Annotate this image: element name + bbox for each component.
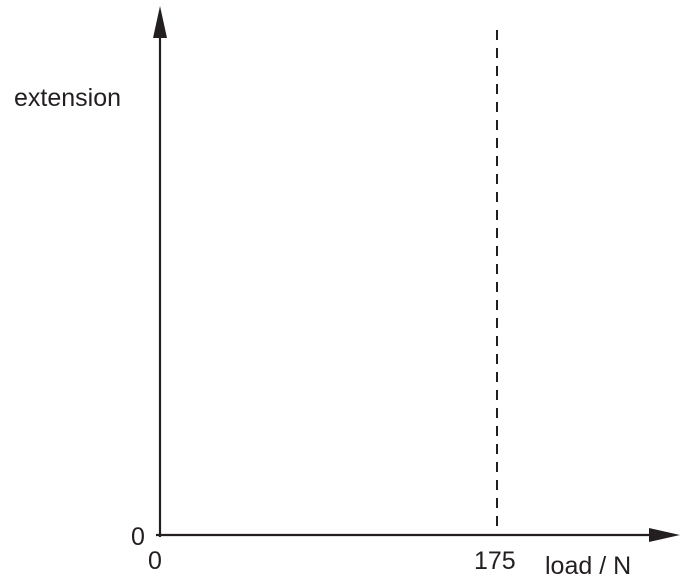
x-axis-arrowhead: [649, 528, 680, 542]
origin-x-label: 0: [148, 547, 162, 575]
origin-y-label: 0: [131, 523, 145, 551]
x-axis-label: load / N: [545, 552, 631, 579]
y-axis-label: extension: [14, 84, 121, 112]
load-175-label: 175: [474, 547, 516, 575]
y-axis-arrowhead: [153, 6, 167, 38]
